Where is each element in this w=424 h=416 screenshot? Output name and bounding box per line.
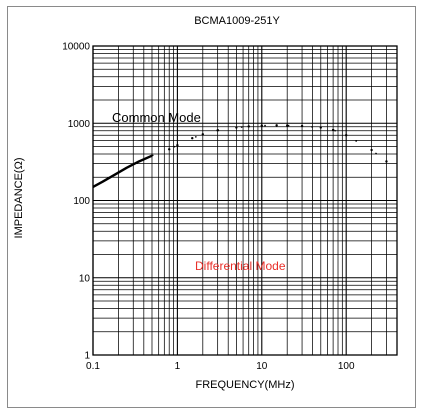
x-tick-labels: 0.1 1 10 100 xyxy=(86,361,355,372)
common-mode-point xyxy=(319,126,322,129)
common-mode-point xyxy=(216,129,219,132)
chart-title: BCMA1009-251Y xyxy=(194,15,280,27)
x-axis-label: FREQUENCY(MHz) xyxy=(196,379,295,391)
y-tick-label: 10000 xyxy=(62,42,90,53)
common-mode-point xyxy=(235,126,238,129)
common-mode-point xyxy=(385,160,388,163)
y-axis-label: IMPEDANCE(Ω) xyxy=(13,158,25,239)
x-tick-label: 0.1 xyxy=(86,361,100,372)
plot-border xyxy=(92,45,398,356)
y-tick-label: 1000 xyxy=(68,119,91,130)
common-mode-point xyxy=(247,125,250,128)
y-tick-label: 1 xyxy=(84,351,90,362)
chart-frame xyxy=(7,6,416,408)
common-mode-label: Common Mode xyxy=(112,110,201,125)
x-tick-label: 100 xyxy=(338,361,355,372)
common-mode-point xyxy=(370,148,373,152)
common-mode-point xyxy=(331,128,335,132)
y-tick-labels: 1 10 100 1000 10000 xyxy=(62,42,90,362)
x-tick-label: 1 xyxy=(175,361,181,372)
y-tick-label: 100 xyxy=(73,196,90,207)
common-mode-point xyxy=(168,148,171,151)
common-mode-point xyxy=(275,124,278,127)
series-layer xyxy=(92,124,388,188)
common-mode-point xyxy=(344,134,348,137)
common-mode-point xyxy=(191,137,194,140)
y-tick-label: 10 xyxy=(79,273,91,284)
common-mode-point xyxy=(201,133,205,136)
differential-mode-label: Differential Mode xyxy=(195,259,286,273)
x-tick-label: 10 xyxy=(256,361,268,372)
common-mode-point xyxy=(260,124,263,127)
common-mode-point xyxy=(176,143,179,147)
common-mode-point xyxy=(285,124,289,127)
common-mode-curve xyxy=(92,154,153,188)
common-mode-point xyxy=(300,124,304,128)
